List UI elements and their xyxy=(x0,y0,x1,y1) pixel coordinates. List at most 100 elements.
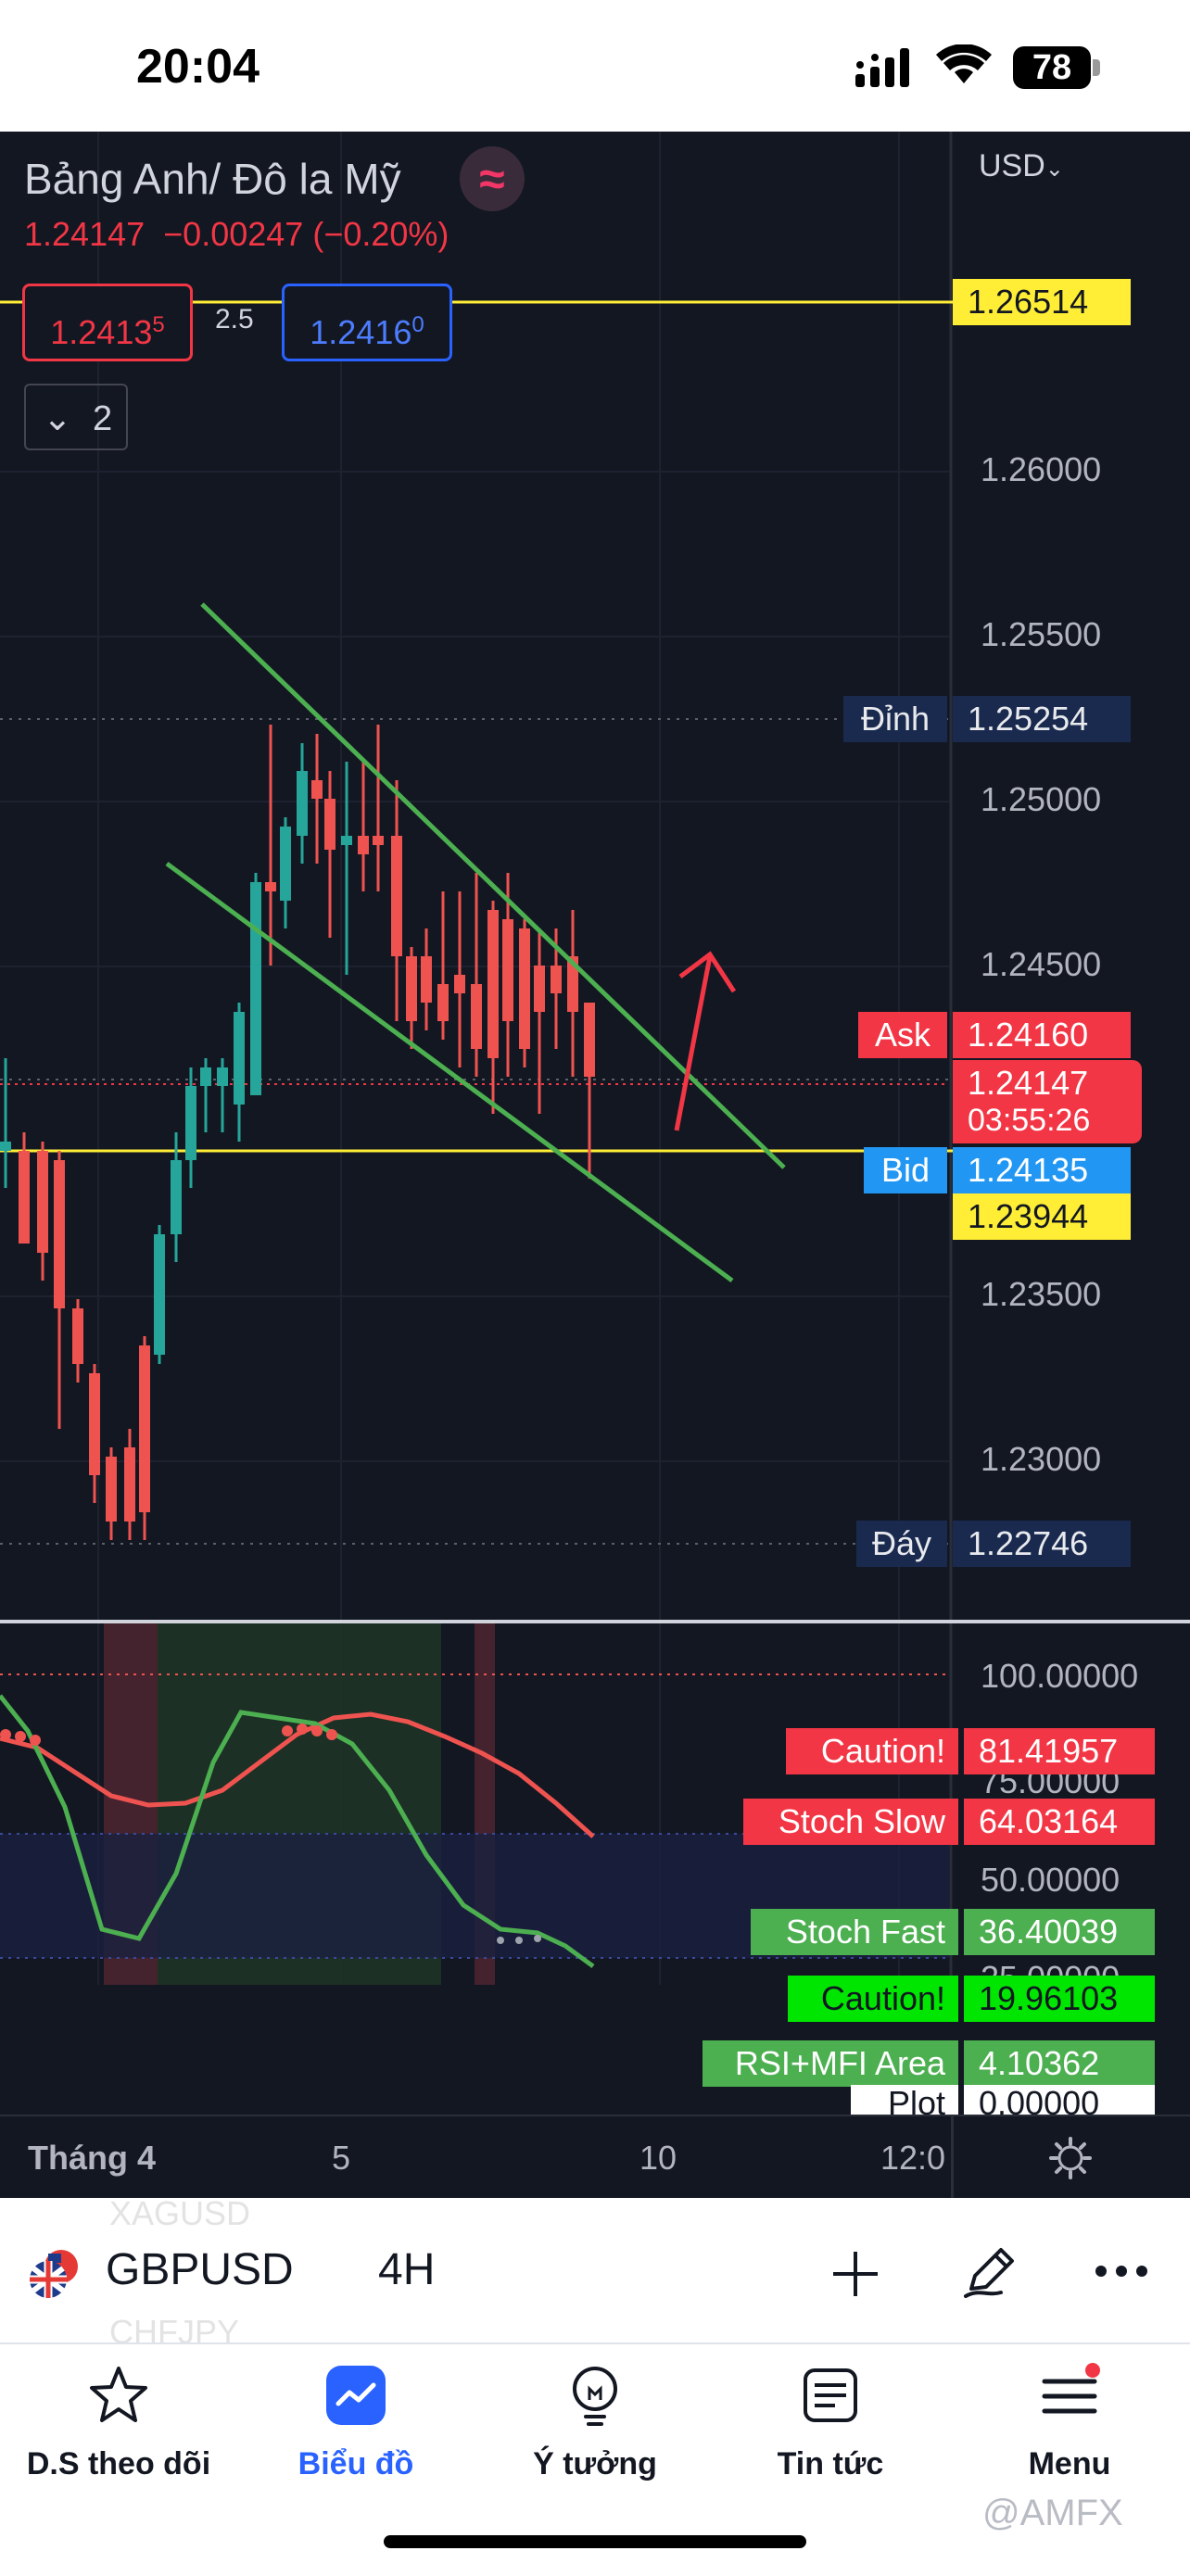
add-indicator-icon[interactable] xyxy=(828,2246,883,2302)
symbol-toolbar: XAGUSD CHFJPY GBPUSD 4H xyxy=(0,2194,1190,2351)
menu-icon xyxy=(1042,2363,1100,2414)
candle-body xyxy=(421,956,432,1003)
bid-value: 1.24135 xyxy=(953,1147,1131,1193)
bid-label: Bid xyxy=(864,1147,947,1193)
sell-button[interactable]: 1.24135 xyxy=(22,284,193,361)
candle-body xyxy=(487,910,499,1058)
price-summary: 1.24147 −0.00247 (−0.20%) xyxy=(24,215,449,254)
candle-body xyxy=(324,799,335,850)
nav-chart[interactable]: Biểu đồ xyxy=(254,2363,458,2502)
battery-indicator: 78 xyxy=(1013,46,1102,89)
currency-dropdown[interactable]: USD⌄ xyxy=(979,148,1064,184)
chart-panel[interactable]: Bảng Anh/ Đô la Mỹ ≈ 1.24147 −0.00247 (−… xyxy=(0,132,1190,2198)
caution-dots xyxy=(0,1724,541,1944)
collapse-indicators-button[interactable]: ⌄ 2 xyxy=(24,384,128,450)
symbol-title[interactable]: Bảng Anh/ Đô la Mỹ xyxy=(24,155,401,203)
candle-body xyxy=(154,1234,165,1355)
caution-low-label: Caution! xyxy=(788,1976,958,2022)
price-axis-label: 1.25000 xyxy=(981,780,1102,818)
ghost-symbol-top: XAGUSD xyxy=(109,2194,251,2232)
stoch-slow-line xyxy=(0,1711,595,1838)
level-top-tag: 1.26514 xyxy=(953,279,1131,325)
caution-high-label: Caution! xyxy=(786,1728,958,1774)
candle-body xyxy=(519,928,530,1049)
nav-label: Ý tưởng xyxy=(533,2446,657,2481)
stoch-fast-label: Stoch Fast xyxy=(751,1909,958,1955)
nav-label: Biểu đồ xyxy=(298,2446,414,2481)
chevron-down-icon: ⌄ xyxy=(1044,157,1064,182)
forecast-arrow xyxy=(674,951,737,1131)
drawing-tools-icon[interactable] xyxy=(960,2241,1021,2302)
candle-body xyxy=(534,966,545,1012)
more-options-icon[interactable] xyxy=(1094,2257,1149,2285)
candle-countdown: 03:55:26 xyxy=(968,1103,1091,1138)
status-bar: 20:04 78 xyxy=(0,0,1190,132)
candle-body xyxy=(171,1160,182,1234)
news-icon xyxy=(804,2368,857,2422)
lightbulb-icon xyxy=(573,2367,617,2426)
candle-body xyxy=(200,1067,211,1086)
nav-label: Tin tức xyxy=(777,2446,884,2481)
buy-price: 1.2416 xyxy=(310,313,412,351)
candle-body xyxy=(217,1067,228,1086)
candle-body xyxy=(54,1160,65,1308)
candle-body xyxy=(502,919,513,1021)
rsi-mfi-label: RSI+MFI Area xyxy=(703,2040,958,2087)
time-axis-label: 10 xyxy=(639,2139,677,2177)
trendline-lower xyxy=(165,861,734,1283)
rsi-mfi-value: 4.10362 xyxy=(964,2040,1155,2087)
candle-body xyxy=(234,1012,245,1105)
wave-logo-icon[interactable]: ≈ xyxy=(460,146,525,211)
candle-body xyxy=(373,836,384,845)
currency-value: USD xyxy=(979,148,1045,183)
spread-value: 2.5 xyxy=(215,304,254,335)
candle-body xyxy=(311,780,323,799)
price-change-pct: (−0.20%) xyxy=(312,215,449,253)
nav-news[interactable]: Tin tức xyxy=(728,2363,932,2502)
candle-body xyxy=(454,975,465,993)
sell-price: 1.2413 xyxy=(50,313,153,351)
grid-horizontal xyxy=(0,471,949,1462)
candle-body xyxy=(551,966,562,993)
candle-body xyxy=(406,956,417,1021)
candle-body xyxy=(139,1345,150,1512)
price-axis-label: 1.26000 xyxy=(981,450,1102,488)
last-price: 1.24147 xyxy=(24,215,146,253)
candle-body xyxy=(297,771,308,836)
gear-icon[interactable] xyxy=(1047,2135,1094,2181)
uk-us-flag-icon[interactable] xyxy=(28,2246,82,2300)
price-chart-canvas[interactable] xyxy=(0,132,1190,1985)
low-label: Đáy xyxy=(856,1521,947,1567)
wifi-icon xyxy=(936,44,992,83)
indicator-count: 2 xyxy=(93,399,113,438)
candle-body xyxy=(72,1308,83,1364)
status-time: 20:04 xyxy=(136,40,260,94)
price-change: −0.00247 xyxy=(163,215,304,253)
candle-body xyxy=(437,984,449,1021)
indicator-axis-label: 50.00000 xyxy=(981,1861,1120,1899)
indicator-axis-label: 100.00000 xyxy=(981,1657,1139,1695)
time-axis[interactable]: Tháng 4 5 10 12:0 xyxy=(0,2115,1190,2198)
nav-menu[interactable]: Menu xyxy=(968,2363,1171,2502)
timeframe-selector[interactable]: 4H xyxy=(378,2245,436,2294)
battery-tip xyxy=(1093,59,1100,76)
buy-button[interactable]: 1.24160 xyxy=(282,284,452,361)
home-indicator[interactable] xyxy=(384,2535,806,2548)
stoch-slow-value: 64.03164 xyxy=(964,1799,1155,1845)
candle-body xyxy=(124,1447,135,1522)
candle-body xyxy=(358,836,369,854)
buy-price-pip: 0 xyxy=(411,312,424,337)
time-axis-label: 5 xyxy=(332,2139,351,2177)
nav-ideas[interactable]: Ý tưởng xyxy=(493,2363,697,2502)
low-value: 1.22746 xyxy=(953,1521,1131,1567)
price-axis-label: 1.25500 xyxy=(981,615,1102,653)
candle-body xyxy=(106,1457,117,1522)
candle-body xyxy=(19,1151,30,1244)
candle-body xyxy=(391,836,402,956)
ask-value: 1.24160 xyxy=(953,1012,1131,1058)
symbol-name[interactable]: GBPUSD xyxy=(106,2245,294,2294)
candle-body xyxy=(471,984,482,1049)
nav-watchlist[interactable]: D.S theo dõi xyxy=(17,2363,221,2502)
high-value: 1.25254 xyxy=(953,696,1131,742)
watermark: @AMFX xyxy=(982,2493,1123,2533)
